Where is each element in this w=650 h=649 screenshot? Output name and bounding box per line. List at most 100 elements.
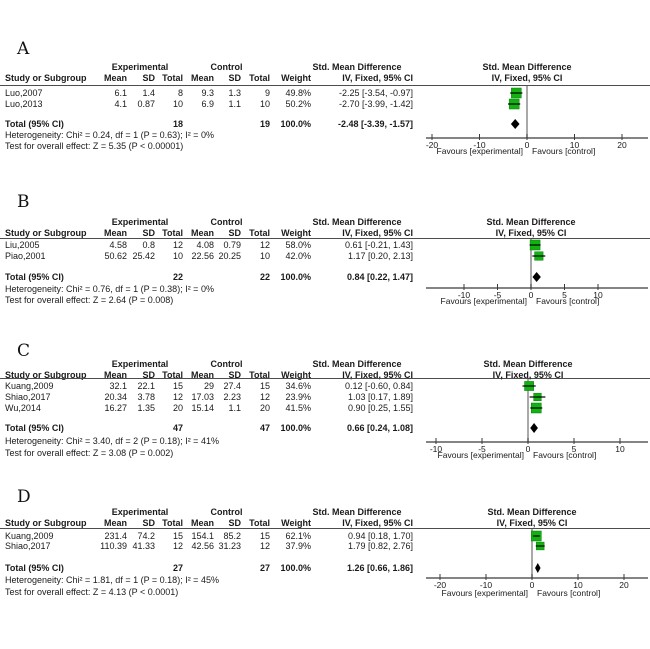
study-row-exp_mean: 16.27	[104, 403, 127, 413]
study-row-weight: 23.9%	[285, 392, 311, 402]
study-effect-square	[511, 87, 522, 99]
study-row-exp_total: 15	[172, 531, 183, 541]
study-effect-square	[531, 530, 542, 542]
study-row-ctl_sd: 20.25	[218, 251, 241, 261]
study-row-ctl_mean: 9.3	[201, 88, 214, 98]
study-row-ctl_mean: 154.1	[191, 531, 214, 541]
column-header-weight: Weight	[281, 73, 311, 83]
column-header-exp_total: Total	[162, 228, 183, 238]
panel-label: B	[17, 192, 30, 212]
column-header-ctl_mean: Mean	[190, 518, 214, 528]
total-row-ctl_total: 47	[259, 423, 270, 433]
column-header-ctl_total: Total	[249, 73, 270, 83]
axis-tick-label: -10	[457, 290, 471, 300]
plot-header-title: Std. Mean Difference	[483, 359, 573, 369]
axis-tick-label: 0	[528, 290, 534, 300]
forest-plot-canvas	[426, 86, 648, 140]
experimental-group-header: Experimental	[111, 359, 169, 369]
control-group-header: Control	[210, 359, 243, 369]
experimental-group-header: Experimental	[111, 217, 169, 227]
total-row-label: Total (95% CI)	[5, 119, 64, 129]
column-header-ctl_sd: SD	[228, 518, 241, 528]
total-row-weight: 100.0%	[280, 563, 311, 573]
column-header-smd_ci: IV, Fixed, 95% CI	[342, 228, 413, 238]
study-row-weight: 34.6%	[285, 381, 311, 391]
favours-control-label: Favours [control]	[532, 146, 596, 156]
study-row-ctl_sd: 1.1	[228, 99, 241, 109]
axis-tick-label: 20	[619, 580, 629, 590]
study-row-exp_sd: 41.33	[132, 541, 155, 551]
study-row-exp_sd: 1.35	[137, 403, 155, 413]
study-effect-square	[536, 541, 545, 551]
column-header-ctl_total: Total	[249, 228, 270, 238]
column-header-smd_ci: IV, Fixed, 95% CI	[342, 73, 413, 83]
study-row-study: Kuang,2009	[5, 531, 54, 541]
favours-experimental-label: Favours [experimental]	[436, 146, 523, 156]
study-row-smd_ci: 1.17 [0.20, 2.13]	[347, 251, 413, 261]
total-row-exp_total: 18	[172, 119, 183, 129]
study-row-exp_total: 12	[172, 240, 183, 250]
study-row-smd_ci: 1.03 [0.17, 1.89]	[347, 392, 413, 402]
axis-tick-label: 10	[569, 140, 580, 150]
header-separator-line	[0, 378, 650, 379]
column-header-weight: Weight	[281, 518, 311, 528]
column-header-exp_mean: Mean	[103, 370, 127, 380]
smd-group-header: Std. Mean Difference	[312, 217, 402, 227]
axis-tick-label: -10	[479, 580, 493, 590]
column-header-exp_sd: SD	[142, 73, 155, 83]
study-row-exp_mean: 50.62	[104, 251, 127, 261]
header-separator-line	[0, 85, 650, 86]
control-group-header: Control	[210, 217, 243, 227]
control-group-header: Control	[210, 62, 243, 72]
forest-panel-C: C Experimental Control Std. Mean Difference…	[0, 331, 650, 479]
study-row-exp_mean: 110.39	[100, 541, 127, 551]
total-row-exp_total: 47	[172, 423, 183, 433]
total-row-smd_ci: 1.26 [0.66, 1.86]	[346, 563, 413, 573]
axis-tick-label: 5	[562, 290, 567, 300]
column-header-ctl_sd: SD	[228, 228, 241, 238]
total-row-label: Total (95% CI)	[5, 423, 64, 433]
panel-label: D	[17, 487, 31, 507]
column-header-exp_mean: Mean	[103, 518, 127, 528]
header-separator-line	[0, 238, 650, 239]
heterogeneity-text: Heterogeneity: Chi² = 0.76, df = 1 (P = …	[5, 284, 214, 294]
study-row-exp_sd: 0.87	[137, 99, 155, 109]
study-effect-square	[531, 402, 542, 414]
plot-header-subtitle: IV, Fixed, 95% CI	[492, 370, 564, 380]
axis-tick-label: 0	[525, 444, 531, 454]
column-header-study: Study or Subgroup	[5, 228, 87, 238]
study-effect-square	[533, 392, 542, 402]
column-header-ctl_mean: Mean	[190, 370, 214, 380]
study-row-smd_ci: 0.12 [-0.60, 0.84]	[344, 381, 413, 391]
axis-tick-label: 20	[617, 140, 627, 150]
total-row-exp_total: 22	[172, 272, 183, 282]
axis-tick-label: 10	[615, 444, 625, 454]
panel-label: C	[17, 341, 31, 361]
study-row-study: Shiao,2017	[5, 541, 51, 551]
study-row-ctl_mean: 4.08	[196, 240, 214, 250]
study-row-exp_mean: 20.34	[104, 392, 127, 402]
total-row-smd_ci: 0.84 [0.22, 1.47]	[346, 272, 413, 282]
study-row-exp_mean: 32.1	[109, 381, 127, 391]
study-row-smd_ci: -2.25 [-3.54, -0.97]	[338, 88, 413, 98]
column-header-exp_sd: SD	[142, 518, 155, 528]
column-header-smd_ci: IV, Fixed, 95% CI	[342, 370, 413, 380]
study-row-exp_mean: 231.4	[104, 531, 127, 541]
study-row-ctl_sd: 27.4	[223, 381, 241, 391]
study-row-ctl_total: 12	[259, 240, 270, 250]
study-row-exp_total: 20	[172, 403, 183, 413]
study-row-exp_sd: 25.42	[132, 251, 155, 261]
column-header-exp_mean: Mean	[103, 228, 127, 238]
study-row-exp_sd: 22.1	[137, 381, 155, 391]
study-row-ctl_total: 12	[259, 541, 270, 551]
study-row-study: Wu,2014	[5, 403, 41, 413]
study-row-exp_total: 15	[172, 381, 183, 391]
plot-header-subtitle: IV, Fixed, 95% CI	[495, 228, 567, 238]
column-header-exp_total: Total	[162, 518, 183, 528]
favours-control-label: Favours [control]	[536, 296, 600, 306]
study-row-ctl_sd: 31.23	[218, 541, 241, 551]
column-header-exp_total: Total	[162, 370, 183, 380]
experimental-group-header: Experimental	[111, 62, 169, 72]
study-row-ctl_mean: 42.56	[191, 541, 214, 551]
study-row-exp_mean: 4.58	[109, 240, 127, 250]
